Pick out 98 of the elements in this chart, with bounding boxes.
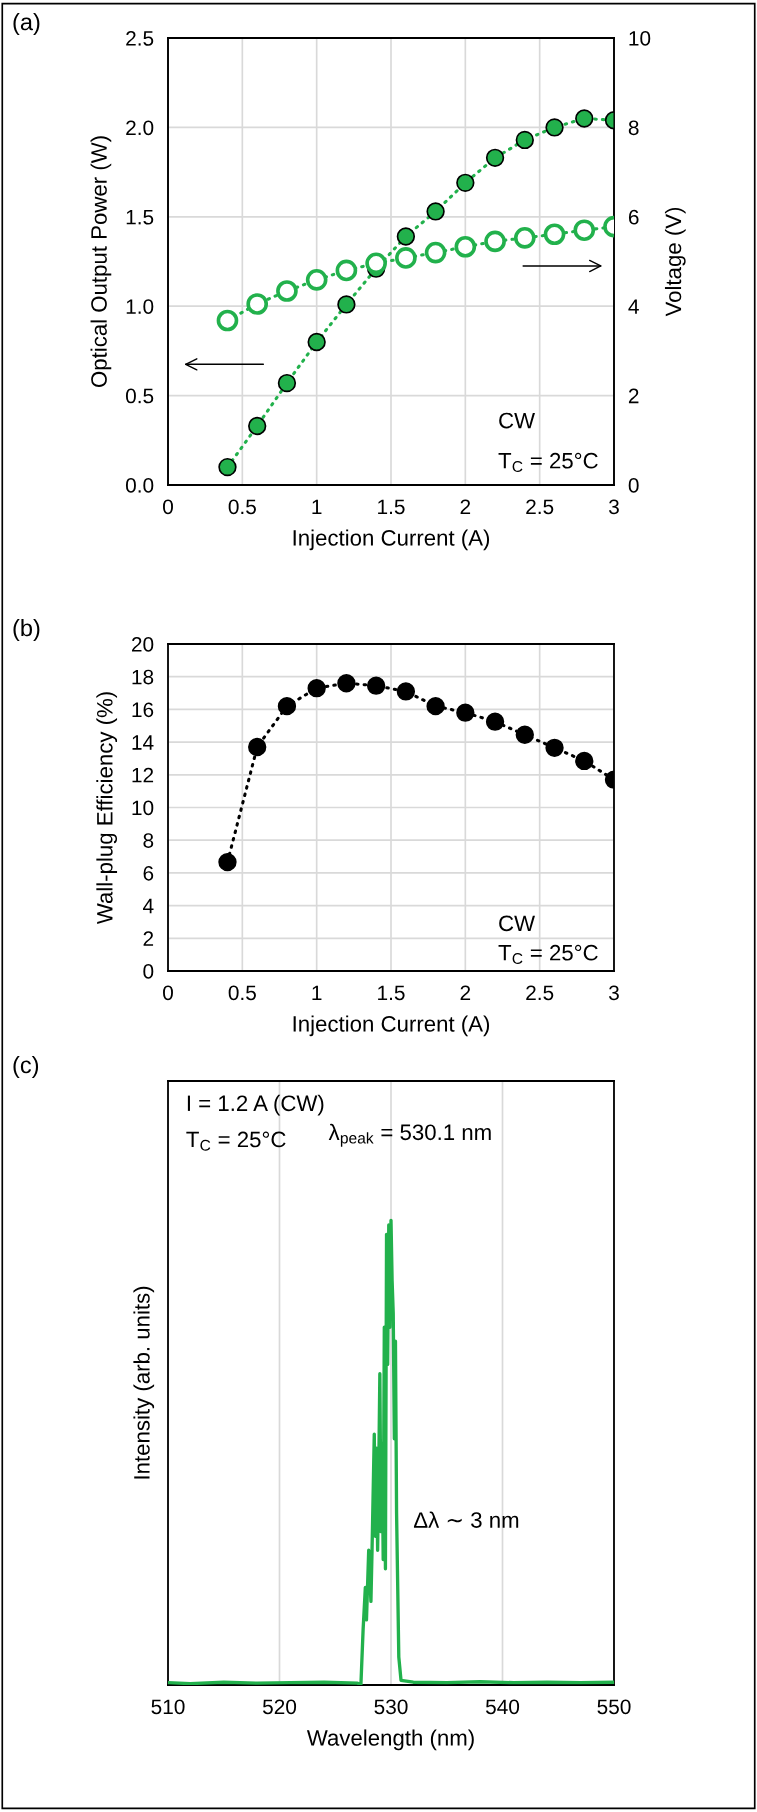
point [545,738,564,757]
point [396,227,416,246]
y2-tick-label: 0 [628,478,639,493]
y2-tick-label: 2 [628,388,639,404]
text: λ$_{peak}$ = 530.1 nm [328,1123,491,1147]
annotation: Δλ ∼ 3 nm [413,1511,519,1528]
x-tick-label: 1.5 [378,499,405,515]
x-axis-title: Wavelength (nm) [306,1729,474,1751]
point [426,696,445,716]
y-tick-label: 2 [143,931,154,946]
x-tick-label: 0 [163,985,173,1001]
x-tick-label: 520 [262,1699,297,1715]
point [276,280,298,302]
x-axis-title: Injection Current (A) [293,1015,490,1037]
annotation: T$_{C}$ = 25°C [498,944,598,965]
point [515,725,534,744]
y-tick-label: 2.5 [126,31,154,46]
point [218,852,237,872]
point [218,457,237,477]
y-tick-label: 8 [143,833,154,848]
y-tick-label: 2.0 [126,120,154,136]
annotation: CW [499,412,535,429]
point [575,751,594,771]
point [366,676,386,695]
y-axis-title: Wall-plug Efficiency (%) [96,692,118,925]
point [337,674,356,693]
point [543,223,566,246]
x-tick-label: 510 [151,1699,185,1715]
x-tick-label: 540 [485,1699,520,1715]
point [424,241,447,264]
point [485,712,505,731]
point [456,173,475,192]
point [395,247,417,269]
annotation: CW [499,915,535,932]
point [484,230,506,253]
point [216,309,239,332]
x-tick-label: 2.5 [526,499,554,515]
point [545,118,564,137]
y-tick-label: 10 [132,800,154,816]
point [335,259,358,282]
point [277,373,297,393]
x-tick-label: 1 [312,499,322,514]
x-tick-label: 0.5 [228,985,256,1001]
y-tick-label: 4 [143,898,154,914]
point [365,252,387,275]
point [307,678,326,698]
point [305,268,328,291]
y-axis-title: Intensity (arb. units) [133,1286,155,1479]
text: T$_{C}$ = 25°C [186,1131,286,1151]
point [246,293,269,315]
x-tick-label: 3 [609,499,619,515]
y-axis-title: Optical Output Power (W) [90,136,112,388]
y-tick-label: 16 [132,702,154,718]
y2-tick-label: 8 [628,120,639,136]
point [575,109,594,128]
point [513,226,536,249]
y-tick-label: 0 [143,964,154,979]
point [277,696,297,716]
annotation: T$_{C}$ = 25°C [498,452,598,473]
y-tick-label: 0.5 [125,388,154,404]
x-tick-label: 2.5 [526,985,554,1001]
x-tick-label: 0 [163,499,173,515]
y2-axis-title: Voltage (V) [664,207,686,317]
x-axis-title: Injection Current (A) [293,529,490,551]
y-tick-label: 1.5 [126,210,154,225]
x-tick-label: 0.5 [228,499,256,515]
y-tick-label: 20 [131,637,154,652]
point [515,130,534,150]
chart-title: (a) [13,13,40,35]
y2-tick-label: 4 [628,299,639,314]
x-tick-label: 550 [597,1699,631,1715]
x-tick-label: 1 [312,985,322,1000]
y2-tick-label: 10 [629,31,651,46]
point [573,219,596,242]
y-tick-label: 12 [132,767,154,783]
chart-title: (c) [13,1055,39,1078]
x-tick-label: 3 [609,985,619,1001]
y2-tick-label: 6 [628,209,639,225]
x-tick-label: 530 [374,1699,408,1715]
text: I = 1.2 A (CW) [187,1094,324,1116]
point [426,202,445,221]
y-tick-label: 18 [132,669,154,685]
x-tick-label: 2 [460,985,471,1000]
point [248,737,267,757]
y-tick-label: 0.0 [125,478,154,493]
chart-title: (b) [13,618,40,641]
point [456,703,475,722]
point [485,148,505,167]
point [337,295,356,314]
y-tick-label: 14 [132,735,154,750]
point [454,235,477,258]
point [248,416,267,436]
point [307,332,326,352]
x-tick-label: 2 [460,499,471,514]
x-tick-label: 1.5 [378,985,405,1001]
y-tick-label: 1.0 [126,299,154,314]
y-tick-label: 6 [143,865,154,881]
point [396,682,416,701]
